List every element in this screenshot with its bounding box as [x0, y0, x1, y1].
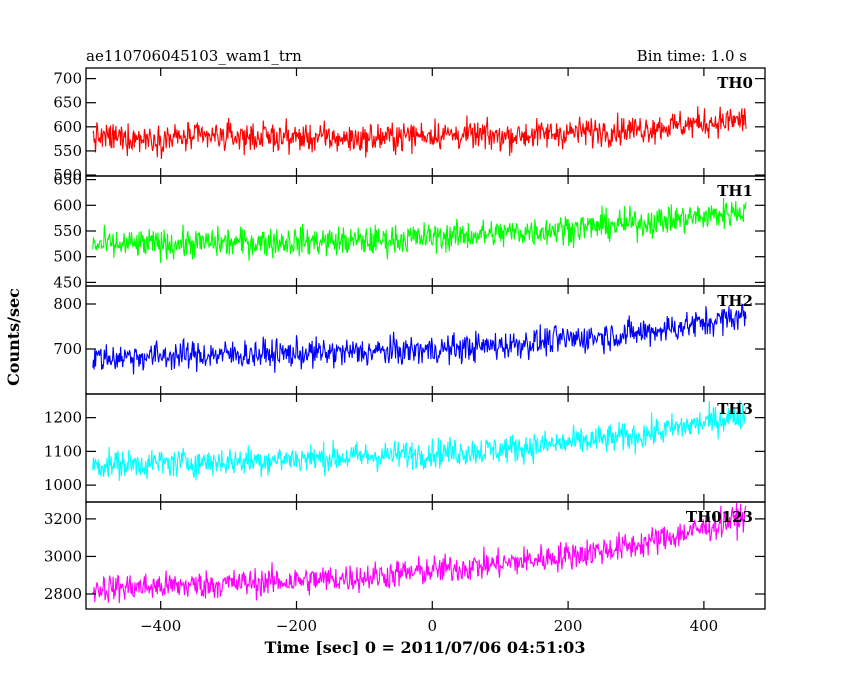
y-tick-label: 600: [53, 118, 82, 136]
y-tick-label: 450: [53, 273, 82, 291]
y-tick-label: 500: [53, 166, 82, 184]
panel-frame: [85, 393, 766, 503]
y-tick-label: 500: [53, 248, 82, 266]
y-tick-label: 3000: [44, 547, 82, 565]
series-line-th0123: [92, 502, 747, 604]
y-tick-label: 700: [53, 340, 82, 358]
series-label-th3: TH3: [717, 400, 753, 418]
y-tick-label: 700: [53, 70, 82, 88]
x-tick-label: −200: [276, 617, 317, 635]
series-line-th1: [92, 197, 747, 264]
series-line-th0: [92, 106, 747, 160]
series-line-th2: [92, 303, 747, 375]
panel-th0: 500 550 600 650 700 TH0: [53, 67, 766, 184]
y-tick-label: 1000: [44, 476, 82, 494]
panel-th0123: 2800 3000 3200 TH0123: [44, 501, 766, 610]
y-axis-label: Counts/sec: [4, 288, 23, 386]
panel-frame: [85, 285, 766, 395]
y-tick-label: 800: [53, 295, 82, 313]
y-tick-label: 650: [53, 94, 82, 112]
y-tick-label: 600: [53, 196, 82, 214]
y-tick-label: 650: [53, 171, 82, 189]
y-tick-label: 1200: [44, 409, 82, 427]
x-tick-label: 0: [428, 617, 438, 635]
x-axis-label: Time [sec] 0 = 2011/07/06 04:51:03: [265, 638, 586, 657]
bin-time-label: Bin time: 1.0 s: [637, 47, 747, 65]
y-tick-label: 1100: [44, 442, 82, 460]
panel-th3: 1000 1100 1200 TH3: [44, 393, 766, 503]
y-tick-label: 3200: [44, 510, 82, 528]
series-line-th3: [92, 400, 747, 481]
y-tick-label: 2800: [44, 585, 82, 603]
chart-title: ae110706045103_wam1_trn: [86, 47, 302, 65]
panel-frame: [85, 501, 766, 610]
panel-th1: 450 500 550 600 650 TH1: [53, 171, 766, 291]
series-label-th2: TH2: [717, 292, 753, 310]
series-label-th0123: TH0123: [686, 508, 753, 526]
x-tick-label: −400: [140, 617, 181, 635]
x-tick-label: 400: [690, 617, 719, 635]
y-tick-label: 550: [53, 222, 82, 240]
y-tick-label: 550: [53, 142, 82, 160]
panel-th2: 700 800 TH2: [53, 285, 766, 395]
series-label-th1: TH1: [717, 182, 753, 200]
x-tick-label: 200: [554, 617, 583, 635]
series-label-th0: TH0: [717, 74, 753, 92]
